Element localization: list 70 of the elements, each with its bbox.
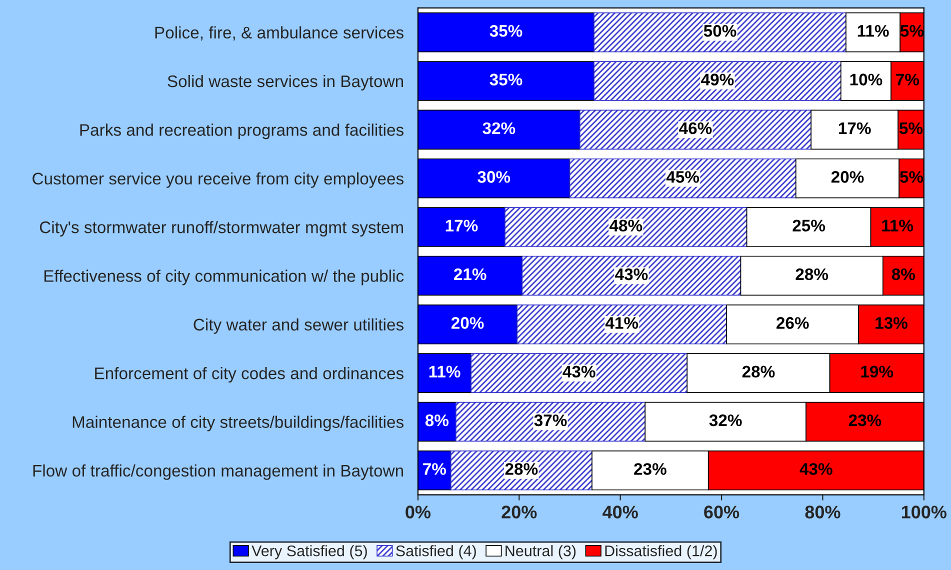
- bar: [579, 110, 812, 150]
- legend-label: Neutral (3): [506, 545, 576, 560]
- y-tick-label: Police, fire, & ambulance services: [155, 26, 404, 40]
- legend-label: Satisfied (4): [396, 545, 476, 560]
- data-label: 32%: [709, 414, 742, 426]
- data-label: 48%: [609, 220, 642, 232]
- data-label: 5%: [900, 171, 924, 183]
- y-tick-label: Effectiveness of city communication w/ the public: [44, 270, 404, 286]
- data-label: 43%: [615, 268, 648, 280]
- data-label: 26%: [776, 317, 809, 329]
- data-label: 5%: [900, 25, 924, 37]
- data-label: 46%: [679, 122, 712, 134]
- bar: [516, 304, 728, 344]
- data-label: 43%: [800, 463, 832, 475]
- x-tick-label: 60%: [704, 506, 740, 518]
- data-label: 11%: [882, 220, 914, 232]
- data-label: 8%: [425, 414, 449, 426]
- data-label: 19%: [861, 366, 894, 378]
- data-label: 45%: [666, 171, 700, 183]
- x-tick-label: 80%: [805, 506, 840, 518]
- data-label: 23%: [848, 414, 882, 426]
- data-label: 25%: [792, 220, 826, 232]
- bar: [594, 12, 846, 52]
- bar: [450, 450, 592, 490]
- bar: [522, 256, 742, 296]
- data-label: 37%: [534, 414, 567, 426]
- y-tick-label: Maintenance of city streets/buildings/facilities: [72, 416, 404, 432]
- x-tick-label: 40%: [602, 506, 638, 518]
- bar: [594, 61, 842, 101]
- data-label: 11%: [858, 25, 889, 37]
- data-label: 35%: [490, 74, 522, 86]
- data-label: 17%: [838, 122, 871, 134]
- y-tick-label: Parks and recreation programs and facilities: [80, 124, 404, 140]
- data-label: 32%: [482, 122, 516, 134]
- y-tick-label: Customer service you receive from city employees: [32, 172, 404, 188]
- data-label: 10%: [850, 74, 882, 86]
- data-label: 21%: [454, 268, 486, 280]
- data-label: 5%: [899, 122, 923, 134]
- bar: [504, 207, 748, 247]
- x-tick-label: 100%: [902, 506, 947, 518]
- bar: [470, 353, 688, 393]
- x-tick-label: 0%: [406, 506, 431, 518]
- data-label: 41%: [605, 317, 638, 329]
- data-label: 17%: [446, 220, 478, 232]
- data-label: 28%: [796, 268, 828, 280]
- y-tick-label: Flow of traffic/congestion management in Baytown: [33, 464, 404, 480]
- legend-label: Dissatisfied (1/2): [605, 545, 717, 560]
- data-label: 49%: [701, 74, 734, 86]
- data-label: 28%: [505, 463, 538, 475]
- bar: [569, 158, 796, 198]
- data-label: 30%: [478, 171, 510, 183]
- data-label: 50%: [704, 24, 736, 37]
- data-label: 35%: [490, 24, 522, 37]
- y-tick-label: Solid waste services in Baytown: [168, 74, 404, 90]
- data-label: 23%: [634, 463, 666, 475]
- data-label: 20%: [451, 317, 484, 329]
- data-label: 7%: [896, 74, 920, 86]
- bar: [455, 402, 646, 442]
- data-label: 28%: [742, 366, 775, 378]
- data-label: 43%: [562, 366, 596, 378]
- data-label: 7%: [423, 463, 446, 475]
- x-tick-label: 20%: [502, 506, 537, 518]
- data-label: 11%: [429, 366, 460, 378]
- y-tick-label: City water and sewer utilities: [194, 318, 404, 334]
- data-label: 20%: [831, 171, 864, 183]
- y-tick-label: Enforcement of city codes and ordinances: [95, 367, 404, 383]
- data-label: 13%: [876, 317, 908, 329]
- legend-label: Very Satisfied (5): [252, 545, 367, 560]
- y-tick-label: City's stormwater runoff/stormwater mgmt system: [40, 220, 403, 237]
- data-label: 8%: [892, 268, 916, 280]
